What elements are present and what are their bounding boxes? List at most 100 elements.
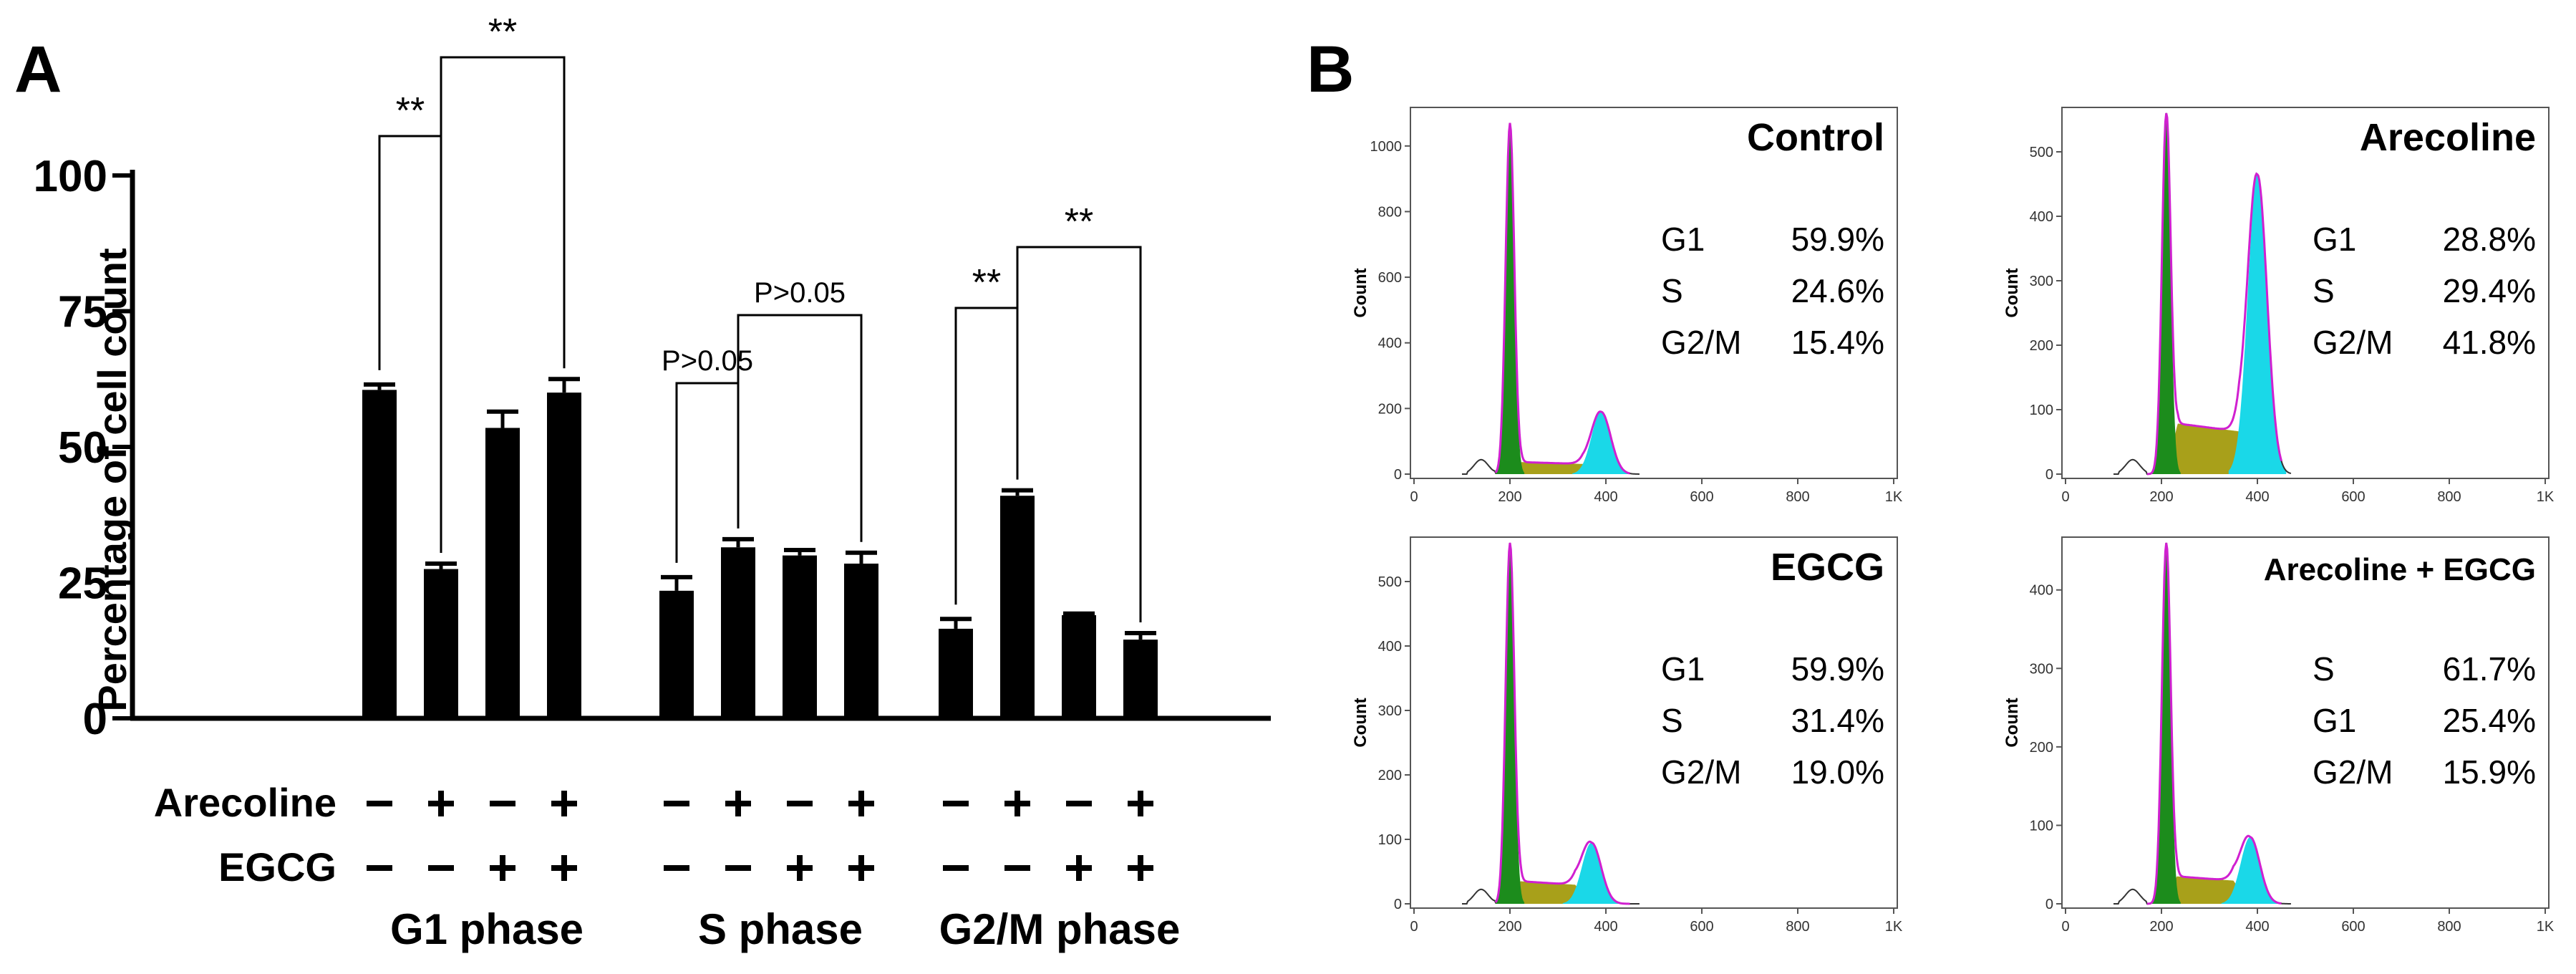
plus-sign	[551, 855, 577, 881]
count-axis-label: Count	[2003, 268, 2022, 317]
plot-frame	[2061, 107, 2550, 479]
significance-bracket	[737, 314, 863, 542]
bar	[1062, 614, 1096, 718]
phase-name: G2/M	[2313, 324, 2393, 361]
x-tick-label: 0	[1410, 489, 1418, 505]
histogram-panel: Count 0 100 200 300 400 500 0 200 400 600 800 1K Arec…	[2003, 107, 2555, 505]
phase-value: 59.9%	[1791, 650, 1884, 688]
s-phase-area	[1510, 462, 1597, 474]
histogram-panel: Count 0 100 200 300 400 500 0 200 400 600 800 1K EGCG…	[1351, 536, 1903, 935]
plus-sign	[551, 791, 577, 816]
plot-frame	[1410, 536, 1898, 909]
s-phase-area	[1510, 881, 1587, 904]
y-tick-label: 100	[2030, 402, 2053, 418]
phase-name: S	[2313, 272, 2335, 309]
x-tick-label: 400	[2245, 919, 2269, 935]
bar	[1000, 496, 1035, 718]
y-tick-label: 75	[58, 288, 107, 337]
plus-sign	[725, 791, 751, 816]
phase-value: 19.0%	[1791, 753, 1884, 791]
panel-a-letter: A	[14, 33, 62, 106]
x-tick-label: 1K	[2537, 489, 2555, 505]
plus-sign	[1004, 791, 1030, 816]
panel-b-letter: B	[1307, 33, 1354, 106]
g2m-phase-area	[2221, 836, 2280, 904]
y-tick-label: 600	[1378, 270, 1402, 286]
x-tick-label: 200	[2149, 489, 2173, 505]
x-tick-label: 1K	[2537, 919, 2555, 935]
histogram-title: EGCG	[1771, 546, 1884, 589]
x-tick-label: 400	[1594, 919, 1617, 935]
phase-name: G1	[2313, 221, 2356, 258]
y-tick-label: 0	[1394, 897, 1402, 912]
x-tick-label: 0	[1410, 919, 1418, 935]
y-tick-label: 50	[58, 423, 107, 473]
phase-name: G1	[2313, 702, 2356, 739]
histogram-title: Arecoline	[2360, 116, 2536, 159]
phase-value: 15.9%	[2443, 753, 2536, 791]
x-tick-label: 400	[2245, 489, 2269, 505]
x-tick-label: 800	[2437, 489, 2461, 505]
phase-name: G2/M	[1661, 324, 1741, 361]
y-tick-label: 25	[58, 559, 107, 609]
x-tick-label: 800	[2437, 919, 2461, 935]
x-tick-label: 1K	[1885, 919, 1903, 935]
histogram-title: Arecoline + EGCG	[2264, 552, 2536, 587]
model-fit-line	[1494, 122, 1630, 475]
y-tick-label: 100	[1378, 832, 1402, 848]
histogram-panel: Count 0 200 400 600 800 1000 0 200 400 600 800 1K Con…	[1351, 107, 1903, 505]
x-tick-label: 600	[1690, 489, 1713, 505]
bar	[721, 547, 755, 718]
model-fit-line	[1494, 542, 1630, 905]
y-tick-label: 200	[1378, 768, 1402, 783]
x-tick-label: 600	[2341, 919, 2365, 935]
significance-label: **	[396, 90, 425, 132]
y-axis-label: Percentage of cell count	[89, 248, 135, 711]
phase-name: G2/M	[1661, 753, 1741, 791]
significance-label: P>0.05	[662, 345, 753, 377]
g2m-phase-area	[1572, 411, 1630, 474]
significance-label: **	[488, 11, 517, 53]
plus-sign	[1128, 791, 1153, 816]
x-tick-label: 800	[1786, 919, 1809, 935]
significance-label: **	[1065, 201, 1093, 243]
phase-value: 29.4%	[2443, 272, 2536, 309]
y-tick-label: 400	[1378, 639, 1402, 655]
significance-bracket	[440, 56, 566, 549]
phase-value: 31.4%	[1791, 702, 1884, 739]
phase-name: S	[2313, 650, 2335, 688]
bar	[547, 392, 581, 718]
histogram-title: Control	[1747, 116, 1884, 159]
phase-name: G2/M	[2313, 753, 2393, 791]
y-tick-label: 500	[1378, 574, 1402, 590]
model-fit-line	[2146, 112, 2282, 476]
y-tick-label: 0	[1394, 467, 1402, 483]
significance-label: **	[972, 262, 1001, 304]
y-tick-label: 500	[2030, 145, 2053, 160]
bar	[485, 428, 520, 718]
g1-phase-area	[1495, 122, 1525, 474]
plot-frame	[2061, 536, 2550, 909]
group-label: S phase	[698, 905, 863, 953]
y-tick-label: 200	[2030, 338, 2053, 354]
plus-sign	[490, 855, 515, 881]
plus-sign	[787, 855, 813, 881]
y-tick-label: 100	[34, 152, 107, 201]
s-phase-area	[2166, 423, 2253, 474]
bar	[939, 628, 973, 718]
phase-value: 24.6%	[1791, 272, 1884, 309]
x-tick-label: 200	[2149, 919, 2173, 935]
x-tick-label: 200	[1498, 919, 1521, 935]
y-tick-label: 400	[2030, 209, 2053, 225]
phase-value: 15.4%	[1791, 324, 1884, 361]
bar	[659, 590, 694, 718]
histogram-outline	[1462, 542, 1640, 905]
phase-value: 61.7%	[2443, 650, 2536, 688]
count-axis-label: Count	[1351, 268, 1370, 317]
x-tick-label: 0	[2061, 919, 2069, 935]
significance-bracket	[1016, 246, 1142, 622]
phase-value: 28.8%	[2443, 221, 2536, 258]
bar	[424, 569, 458, 718]
y-tick-label: 400	[2030, 583, 2053, 599]
